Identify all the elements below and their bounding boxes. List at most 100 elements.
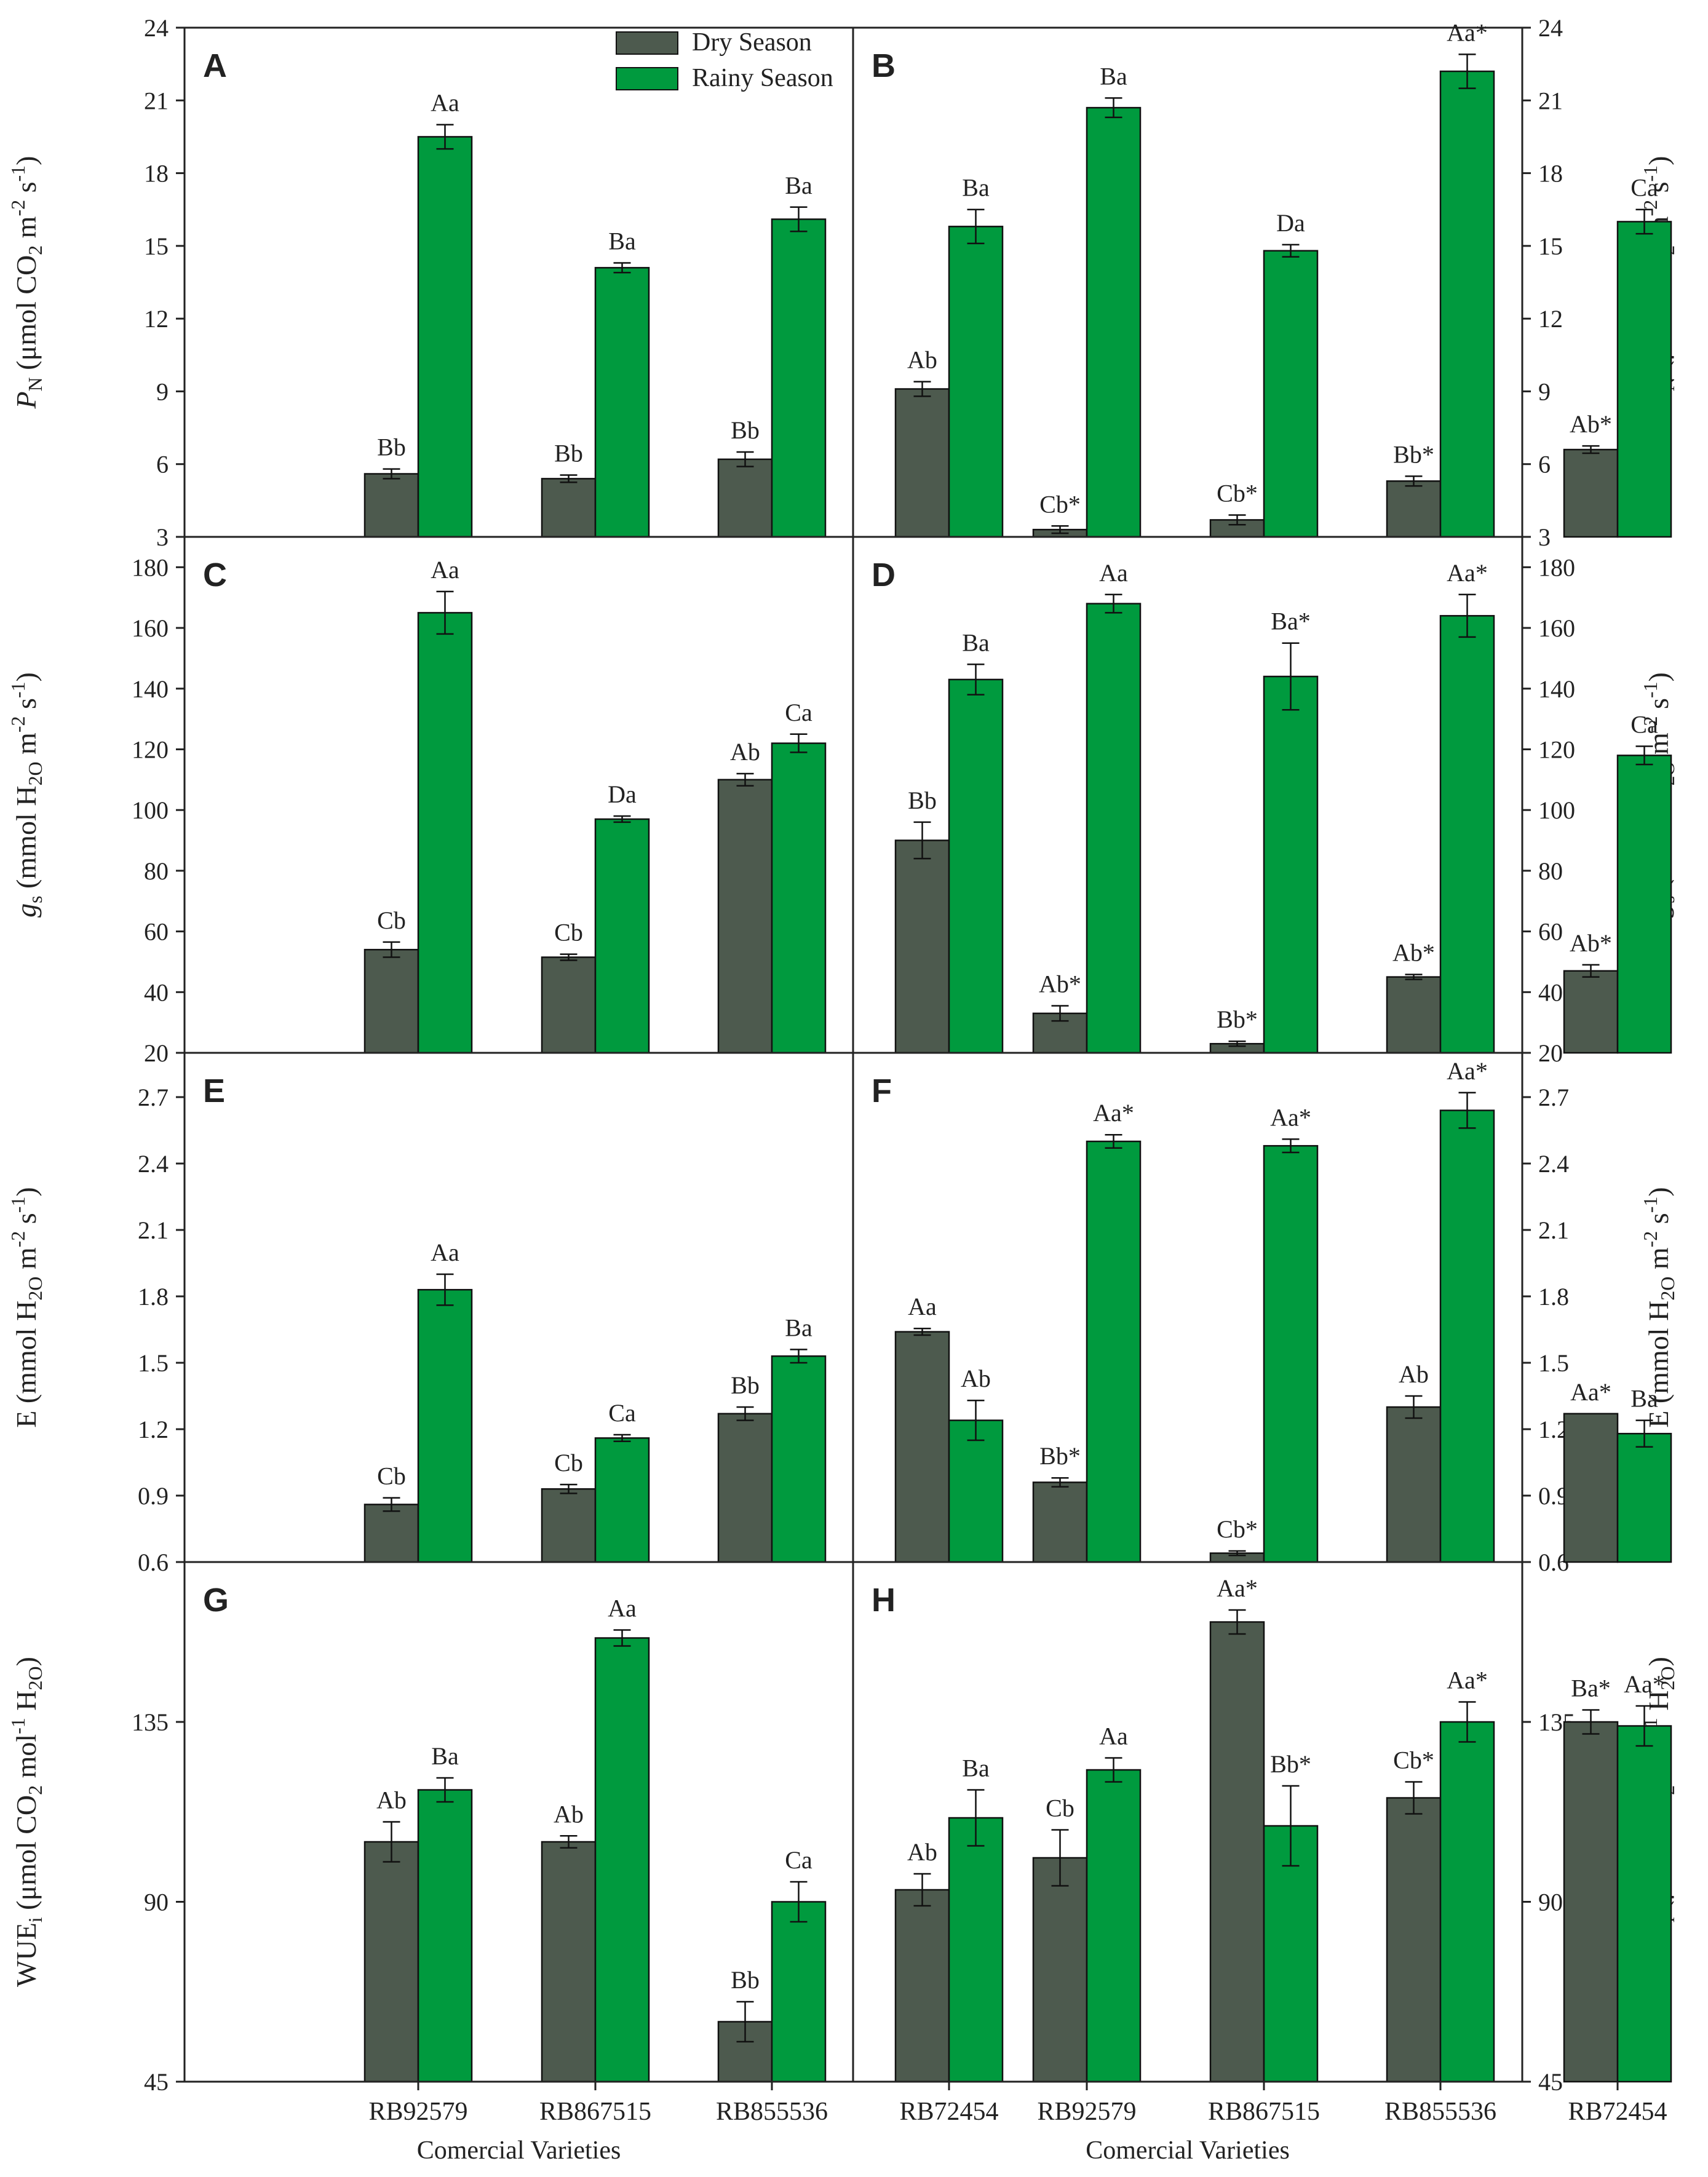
significance-label: Aa*	[1093, 1099, 1134, 1127]
rainy-bar	[771, 1355, 827, 1563]
rainy-bar	[771, 742, 827, 1054]
y-tick-label: 140	[132, 675, 169, 703]
significance-label: Bb	[731, 1966, 760, 1994]
rainy-bar	[417, 1288, 473, 1563]
dry-bar	[894, 1331, 950, 1563]
rainy-bar	[948, 1419, 1004, 1563]
dry-bar	[1386, 1797, 1442, 2083]
legend-label-rainy: Rainy Season	[692, 64, 833, 92]
dry-bar	[1563, 1413, 1619, 1563]
x-tick-label: RB867515	[1208, 2098, 1320, 2126]
rainy-bar	[1616, 221, 1672, 538]
significance-label: Aa*	[1447, 559, 1488, 587]
y-tick-label: 1.5	[1538, 1349, 1569, 1377]
rainy-bar	[1439, 615, 1495, 1054]
y-axis-label: gs (mmol H2O m-2 s-1)	[7, 672, 46, 918]
significance-label: Ab	[554, 1800, 584, 1828]
y-tick-label: 1.8	[138, 1283, 169, 1311]
dry-bar	[1386, 976, 1442, 1054]
rainy-bar	[1439, 1721, 1495, 2083]
significance-label: Bb	[554, 439, 583, 467]
x-tick-label: RB72454	[1568, 2098, 1667, 2126]
x-tick-label: RB855536	[1384, 2098, 1496, 2126]
rainy-bar	[1616, 1725, 1672, 2083]
y-tick-label: 100	[132, 796, 169, 824]
significance-label: Aa*	[1570, 1378, 1611, 1406]
dry-bar	[717, 1413, 773, 1563]
y-tick-label: 9	[156, 378, 169, 405]
y-tick-label: 90	[144, 1889, 169, 1916]
y-tick-label: 45	[1538, 2068, 1563, 2096]
y-tick-label: 100	[1538, 796, 1575, 824]
panel-letter: G	[203, 1582, 229, 1619]
significance-label: Ab	[961, 1365, 991, 1392]
significance-label: Ba	[1631, 1385, 1658, 1413]
significance-label: Aa	[608, 1595, 637, 1622]
significance-label: Ca	[1631, 174, 1658, 202]
significance-label: Aa*	[1447, 1667, 1488, 1694]
y-tick-label: 9	[1538, 378, 1551, 405]
significance-label: Ba	[962, 1755, 990, 1782]
y-tick-label: 0.9	[138, 1482, 169, 1510]
significance-label: Ca	[785, 1846, 812, 1874]
y-tick-label: 20	[144, 1039, 169, 1067]
y-tick-label: 2.4	[138, 1150, 169, 1178]
panel-letter: B	[872, 47, 896, 84]
significance-label: Ab*	[1570, 929, 1612, 957]
y-tick-label: 80	[1538, 857, 1563, 885]
y-tick-label: 1.5	[138, 1349, 169, 1377]
rainy-bar	[1263, 1825, 1319, 2083]
x-tick-label: RB92579	[1037, 2098, 1136, 2126]
significance-label: Ab*	[1039, 970, 1081, 998]
dry-bar	[541, 1488, 597, 1563]
dry-bar	[1563, 448, 1619, 538]
rainy-bar	[771, 1901, 827, 2083]
rainy-bar	[1263, 675, 1319, 1054]
significance-label: Aa	[908, 1293, 937, 1320]
panel-C: 20 40 60 80 100 120 140 160 180 gs (mmol H2O m-2 …	[7, 553, 1004, 1067]
y-tick-label: 1.2	[138, 1416, 169, 1443]
dry-bar	[894, 388, 950, 538]
y-tick-label: 1.8	[1538, 1283, 1569, 1311]
significance-label: Ab	[1399, 1360, 1429, 1388]
y-tick-label: 2.4	[1538, 1150, 1569, 1178]
rainy-bar	[594, 1437, 650, 1563]
panel-E: 0.6 0.9 1.2 1.5 1.8 2.1 2.4 2.7 E (mmol H2O m-2 …	[7, 1073, 1004, 1576]
rainy-bar	[771, 218, 827, 538]
y-tick-label: 180	[132, 553, 169, 581]
rainy-bar	[1086, 1140, 1142, 1563]
significance-label: Bb	[377, 434, 406, 461]
y-tick-label: 180	[1538, 553, 1575, 581]
y-tick-label: 18	[144, 160, 169, 188]
significance-label: Ab	[907, 1838, 937, 1866]
y-tick-label: 2.1	[138, 1216, 169, 1244]
significance-label: Aa*	[1624, 1670, 1665, 1698]
y-tick-label: 0.6	[138, 1548, 169, 1576]
y-tick-label: 15	[1538, 232, 1563, 260]
rainy-bar	[1439, 1109, 1495, 1563]
significance-label: Ca	[785, 699, 812, 726]
rainy-bar	[1263, 250, 1319, 538]
significance-label: Cb	[554, 919, 583, 946]
panel-letter: H	[872, 1582, 896, 1619]
x-axis-label: Comercial Varieties	[417, 2136, 621, 2165]
y-axis-label: E (mmol H2O m-2 s-1)	[1639, 1187, 1678, 1427]
y-tick-label: 24	[1538, 14, 1563, 42]
y-tick-label: 12	[144, 305, 169, 333]
rainy-bar	[1263, 1144, 1319, 1563]
y-tick-label: 2.1	[1538, 1216, 1569, 1244]
rainy-bar	[417, 1789, 473, 2083]
significance-label: Ca	[1631, 711, 1658, 739]
significance-label: Ba	[1100, 62, 1127, 90]
y-tick-label: 24	[144, 14, 169, 42]
y-tick-label: 2.7	[138, 1084, 169, 1111]
dry-bar	[541, 478, 597, 538]
significance-label: Bb*	[1393, 440, 1434, 468]
significance-label: Aa	[431, 89, 459, 117]
y-tick-label: 40	[144, 978, 169, 1006]
significance-label: Ba	[608, 227, 636, 255]
significance-label: Bb*	[1217, 1005, 1258, 1033]
significance-label: Aa*	[1217, 1574, 1258, 1602]
